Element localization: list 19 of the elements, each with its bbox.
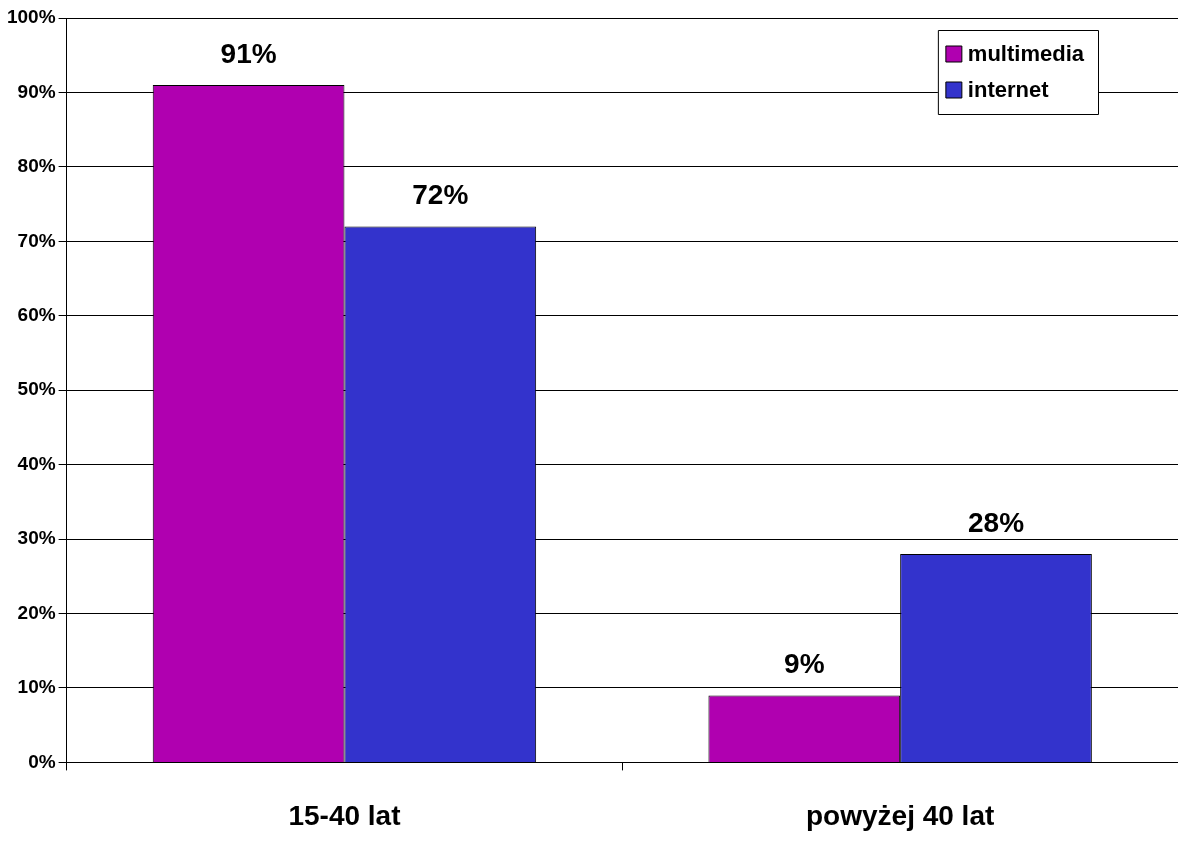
y-tick-label: 0%: [28, 750, 56, 772]
data-label: 28%: [967, 506, 1025, 538]
legend-label: internet: [967, 77, 1050, 103]
y-tick-label: 80%: [17, 155, 56, 177]
legend-label: multimedia: [967, 41, 1085, 67]
y-tick-label: 90%: [17, 80, 56, 102]
y-tick-label: 30%: [17, 527, 56, 549]
y-tick-label: 100%: [6, 6, 56, 28]
data-label: 72%: [412, 179, 469, 211]
x-tick-label: powyżej 40 lat: [806, 799, 995, 831]
data-label: 9%: [784, 648, 825, 680]
y-tick-label: 20%: [17, 601, 56, 623]
y-tick-label: 10%: [17, 676, 56, 698]
y-tick-label: 70%: [17, 229, 56, 251]
y-tick-label: 60%: [17, 303, 56, 325]
y-tick-label: 50%: [17, 378, 56, 400]
x-tick-label: 15-40 lat: [288, 799, 401, 831]
y-tick-label: 40%: [17, 452, 56, 474]
data-label: 91%: [220, 37, 277, 69]
